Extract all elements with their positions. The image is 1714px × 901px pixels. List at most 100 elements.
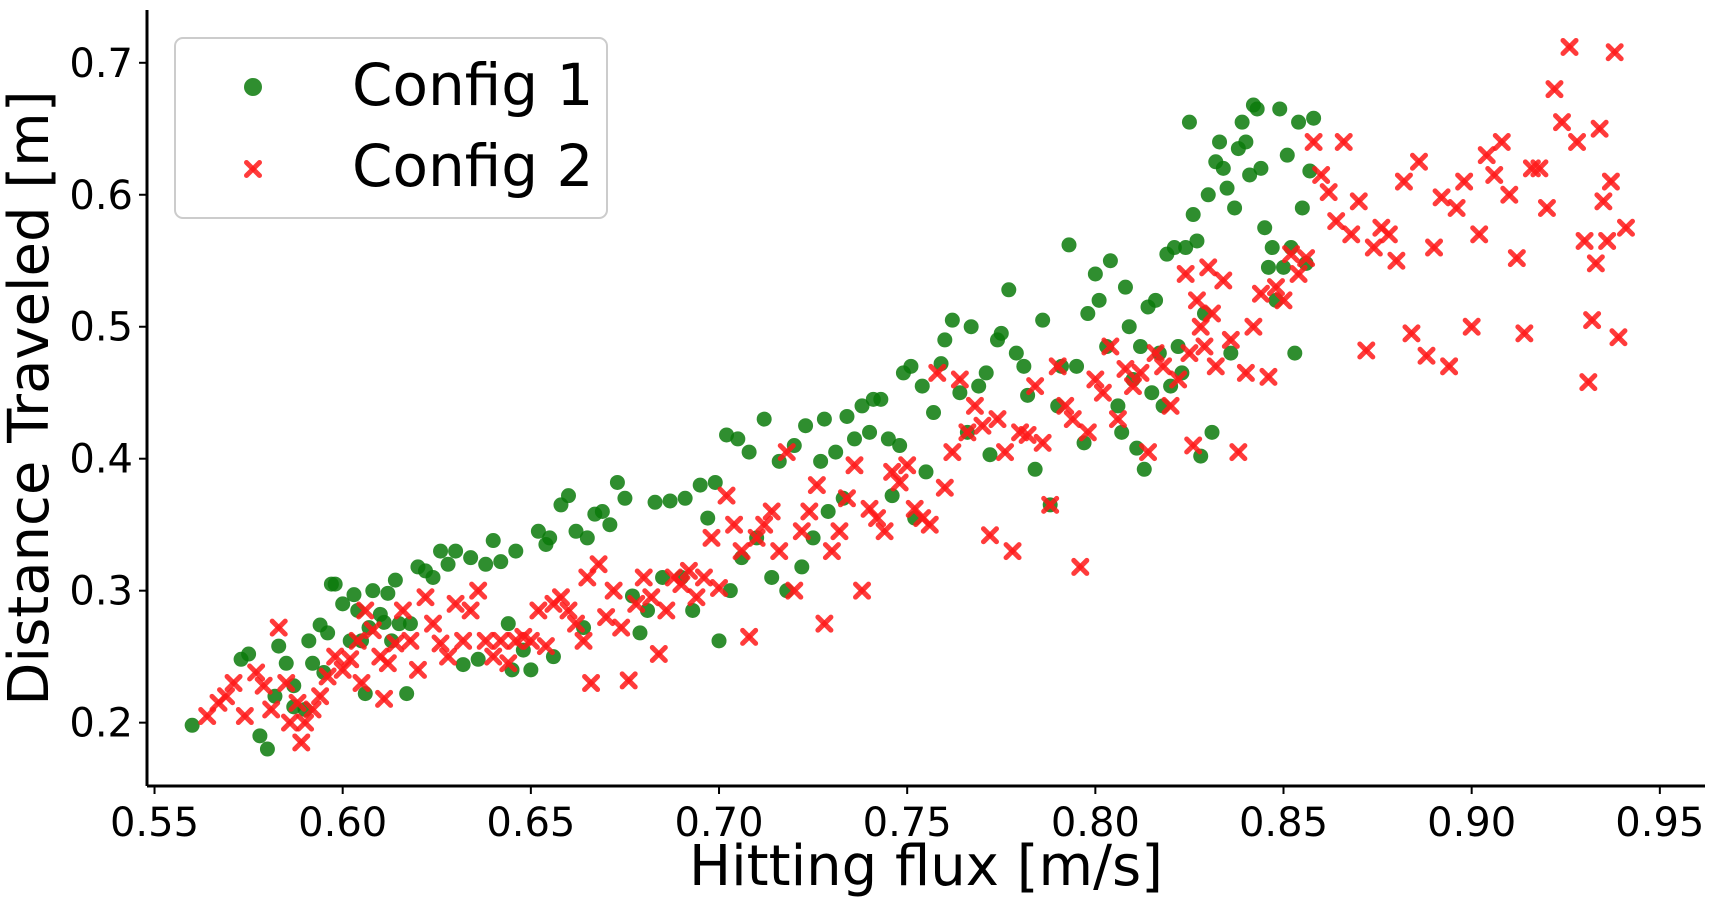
data-point-config-1: [560, 488, 576, 504]
data-point-config-1: [1099, 339, 1115, 355]
data-point-config-2: [1259, 367, 1278, 386]
data-point-config-2: [469, 581, 488, 600]
data-point-config-2: [288, 693, 307, 712]
data-point-config-2: [476, 631, 495, 650]
data-point-config-1: [1204, 424, 1220, 440]
y-axis-label: Distance Traveled [m]: [0, 90, 62, 705]
data-point-config-2: [1169, 370, 1188, 389]
data-point-config-1: [700, 510, 716, 526]
data-point-config-2: [807, 476, 826, 495]
data-point-config-2: [792, 522, 811, 541]
data-point-config-2: [762, 502, 781, 521]
data-point-config-2: [1041, 495, 1060, 514]
data-point-config-1: [530, 523, 546, 539]
data-point-config-1: [944, 312, 960, 328]
data-point-config-2: [375, 689, 394, 708]
data-point-config-2: [980, 526, 999, 545]
data-point-config-2: [612, 618, 631, 637]
data-point-config-2: [1221, 330, 1240, 349]
data-point-config-2: [589, 555, 608, 574]
data-point-config-2: [1440, 357, 1459, 376]
data-point-config-2: [1590, 119, 1609, 138]
data-point-config-2: [1229, 443, 1248, 462]
data-point-config-2: [217, 687, 236, 706]
y-tick-label: 0.5: [69, 305, 133, 351]
data-point-config-1: [478, 556, 494, 572]
data-point-config-2: [1594, 192, 1613, 211]
data-point-config-1: [873, 391, 889, 407]
data-point-config-2: [363, 621, 382, 640]
data-point-config-1: [918, 464, 934, 480]
data-point-config-2: [416, 588, 435, 607]
data-point-config-2: [224, 674, 243, 693]
data-point-config-1: [1121, 319, 1137, 335]
data-point-config-2: [1605, 43, 1624, 62]
data-point-config-1: [1276, 259, 1292, 275]
data-point-config-2: [1334, 132, 1353, 151]
data-point-config-2: [1214, 271, 1233, 290]
data-point-config-2: [1417, 346, 1436, 365]
data-point-config-2: [604, 581, 623, 600]
x-tick-label: 0.70: [674, 800, 763, 846]
y-ticks: 0.2 0.3 0.4 0.5 0.6 0.7: [69, 41, 147, 747]
data-point-config-2: [868, 509, 887, 528]
data-point-config-2: [1616, 218, 1635, 237]
data-point-config-1: [305, 655, 321, 671]
data-point-config-1: [655, 569, 671, 585]
legend-box: [174, 37, 608, 219]
data-point-config-1: [1008, 345, 1024, 361]
data-point-config-2: [710, 579, 729, 598]
data-point-config-1: [1272, 101, 1288, 117]
data-point-config-2: [770, 542, 789, 561]
data-point-config-1: [259, 741, 275, 757]
legend-x-icon: [244, 160, 262, 178]
data-point-config-1: [937, 332, 953, 348]
data-point-config-2: [326, 647, 345, 666]
data-point-config-2: [943, 443, 962, 462]
data-point-config-1: [241, 646, 257, 662]
data-point-config-2: [815, 614, 834, 633]
data-point-config-1: [978, 365, 994, 381]
data-point-config-2: [521, 631, 540, 650]
data-point-config-2: [1312, 165, 1331, 184]
data-point-config-1: [813, 453, 829, 469]
data-point-config-1: [756, 411, 772, 427]
data-point-config-2: [988, 410, 1007, 429]
x-tick-label: 0.95: [1615, 800, 1704, 846]
data-point-config-2: [1086, 370, 1105, 389]
data-point-config-2: [393, 601, 412, 620]
data-point-config-1: [301, 633, 317, 649]
data-point-config-2: [1274, 291, 1293, 310]
data-point-config-1: [798, 418, 814, 434]
data-point-config-2: [281, 713, 300, 732]
data-point-config-1: [1253, 160, 1269, 176]
data-point-config-2: [1327, 212, 1346, 231]
data-point-config-2: [484, 647, 503, 666]
data-point-config-2: [1244, 317, 1263, 336]
data-point-config-2: [717, 486, 736, 505]
data-point-config-2: [657, 601, 676, 620]
x-tick-label: 0.60: [298, 800, 387, 846]
data-point-config-1: [764, 569, 780, 585]
data-point-config-2: [446, 594, 465, 613]
x-tick-label: 0.75: [863, 800, 952, 846]
data-point-config-2: [277, 674, 296, 693]
data-point-config-2: [574, 631, 593, 650]
data-point-config-2: [1266, 278, 1285, 297]
data-point-config-2: [853, 581, 872, 600]
data-point-config-1: [828, 444, 844, 460]
data-point-config-2: [1297, 249, 1316, 268]
legend-label-config-2: Config 2: [352, 132, 593, 200]
data-point-config-1: [1234, 114, 1250, 130]
data-point-config-1: [425, 569, 441, 585]
data-point-config-2: [386, 634, 405, 653]
data-point-config-1: [730, 431, 746, 447]
data-point-config-2: [1078, 423, 1097, 442]
data-point-config-1: [1091, 292, 1107, 308]
legend-label-config-1: Config 1: [352, 51, 593, 119]
data-point-config-1: [1016, 358, 1032, 374]
data-point-config-1: [1110, 398, 1126, 414]
data-point-config-2: [1146, 344, 1165, 363]
y-tick-label: 0.6: [69, 173, 133, 219]
x-axis-label: Hitting flux [m/s]: [689, 834, 1163, 899]
